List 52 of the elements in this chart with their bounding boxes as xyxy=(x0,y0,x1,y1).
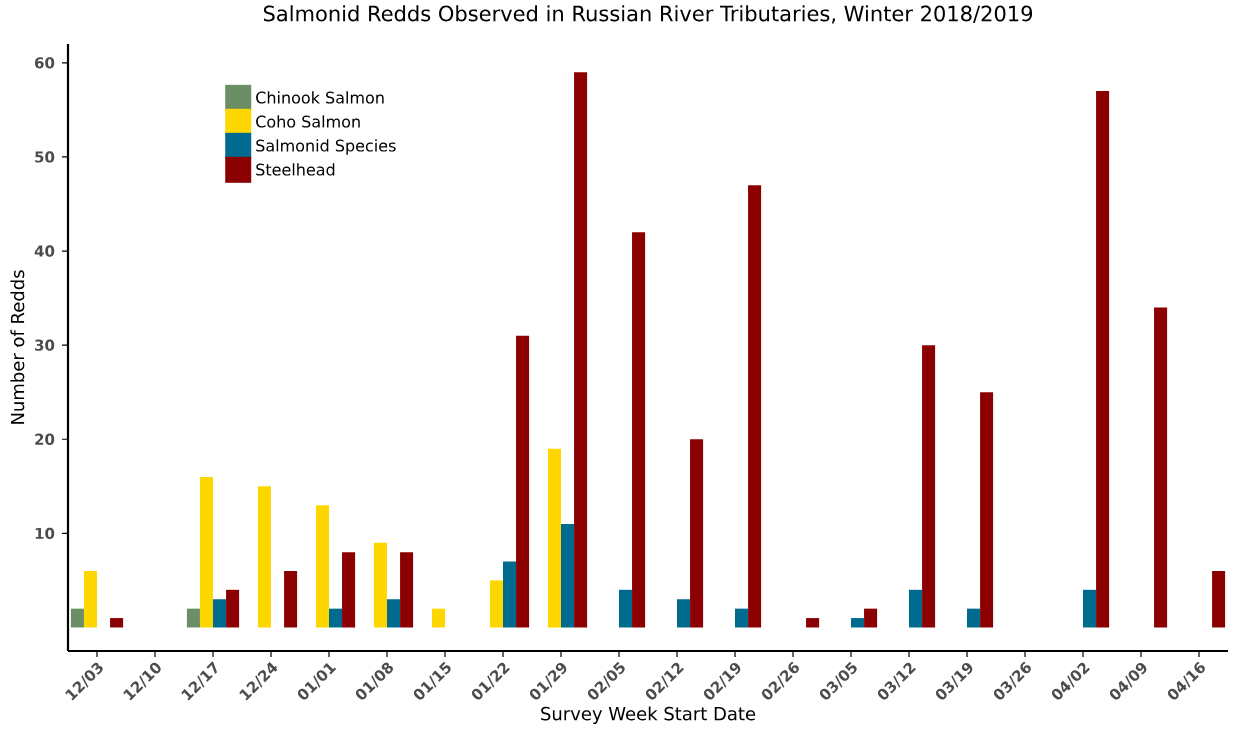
bar xyxy=(677,599,691,628)
bar xyxy=(83,571,98,628)
bar xyxy=(329,608,343,628)
bar xyxy=(806,618,820,628)
bar xyxy=(1083,589,1097,628)
bar xyxy=(1212,571,1226,628)
bar xyxy=(257,486,272,628)
bar xyxy=(922,345,936,628)
y-tick-label: 20 xyxy=(35,433,55,445)
legend-label: Salmonid Species xyxy=(256,139,396,155)
bar xyxy=(489,580,504,628)
bar xyxy=(574,72,588,628)
bar xyxy=(431,608,446,628)
bar xyxy=(186,608,200,628)
bar xyxy=(632,232,646,628)
y-tick-label: 30 xyxy=(35,339,55,351)
bar xyxy=(547,448,561,628)
bar xyxy=(619,589,633,628)
y-tick-label: 50 xyxy=(35,151,55,163)
bar xyxy=(387,599,401,628)
bar xyxy=(735,608,749,628)
bar xyxy=(748,185,762,628)
bar xyxy=(199,476,213,628)
x-axis-title: Survey Week Start Date xyxy=(541,706,756,724)
bar xyxy=(284,571,298,628)
bar xyxy=(864,608,878,628)
bar xyxy=(909,589,923,628)
legend-label: Chinook Salmon xyxy=(256,91,384,104)
bar xyxy=(690,439,704,628)
bar xyxy=(400,552,414,628)
y-axis-title: Number of Redds xyxy=(10,270,25,424)
bar xyxy=(561,523,575,628)
y-tick-label: 10 xyxy=(35,527,55,540)
bar xyxy=(110,618,124,628)
chart-title: Salmonid Redds Observed in Russian River Tributaries, Winter 2018/2019 xyxy=(263,5,1033,24)
y-tick-label: 60 xyxy=(35,57,55,69)
bar xyxy=(70,608,84,628)
legend-label: Steelhead xyxy=(256,163,335,176)
bar xyxy=(503,561,517,628)
bar xyxy=(213,599,227,628)
y-tick-label: 40 xyxy=(34,245,55,257)
bar xyxy=(1154,307,1168,628)
bar xyxy=(980,392,994,628)
bar xyxy=(967,608,981,628)
bar xyxy=(851,618,865,628)
bar xyxy=(516,335,530,628)
bar xyxy=(342,552,356,628)
bar xyxy=(226,589,240,628)
legend-label: Coho Salmon xyxy=(256,115,360,128)
bar xyxy=(315,505,329,628)
bar xyxy=(1096,91,1110,628)
bar xyxy=(373,542,387,628)
